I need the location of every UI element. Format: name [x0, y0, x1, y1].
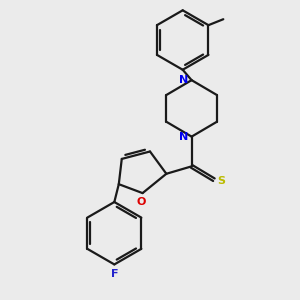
- Text: S: S: [217, 176, 225, 186]
- Text: F: F: [111, 269, 118, 279]
- Text: N: N: [179, 132, 188, 142]
- Text: O: O: [136, 197, 146, 207]
- Text: N: N: [179, 75, 188, 85]
